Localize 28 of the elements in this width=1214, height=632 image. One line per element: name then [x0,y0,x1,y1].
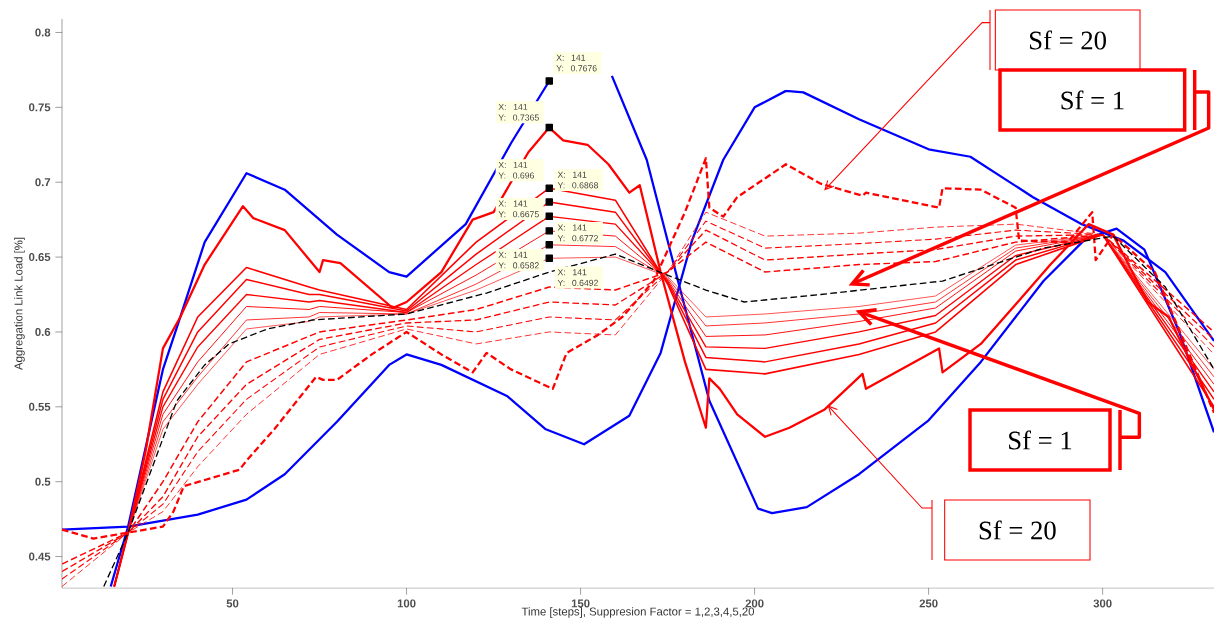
y-tick-label: 0.55 [29,402,51,411]
y-tick-label: 0.65 [29,253,51,262]
y-tick-label: 0.5 [35,477,51,486]
x-axis-title: Time [steps], Suppresion Factor = 1,2,3,4,5,20 [521,607,755,618]
data-label: X: 141 Y: 0.6772 [557,224,598,242]
y-tick-label: 0.6 [35,327,51,336]
y-tick-label: 0.7 [35,178,51,187]
y-axis-title: Aggregation Link Load [%] [14,237,25,370]
data-label: X: 141 Y: 0.696 [498,161,534,179]
annotation: Sf = 1 [1009,430,1072,450]
x-tick-label: 150 [571,599,590,608]
data-label: X: 141 Y: 0.7365 [498,103,539,121]
data-label: X: 141 Y: 0.6492 [557,269,598,286]
x-tick-label: 250 [919,599,938,608]
x-tick-label: 50 [226,599,239,608]
annotation: Sf = 1 [1061,90,1124,110]
annotation: Sf = 20 [1030,30,1106,50]
data-label: X: 141 Y: 0.6582 [498,251,539,269]
data-label: X: 141 Y: 0.6675 [498,200,539,218]
y-tick-label: 0.45 [29,552,51,561]
annotation: Sf = 20 [979,520,1056,540]
x-tick-label: 300 [1093,599,1112,608]
data-label: X: 141 Y: 0.6868 [557,171,599,189]
x-tick-label: 100 [397,599,416,608]
y-tick-label: 0.8 [35,28,51,37]
y-tick-label: 0.75 [29,103,51,112]
data-label: X: 141 Y: 0.7676 [556,54,597,72]
x-tick-label: 200 [745,599,764,608]
